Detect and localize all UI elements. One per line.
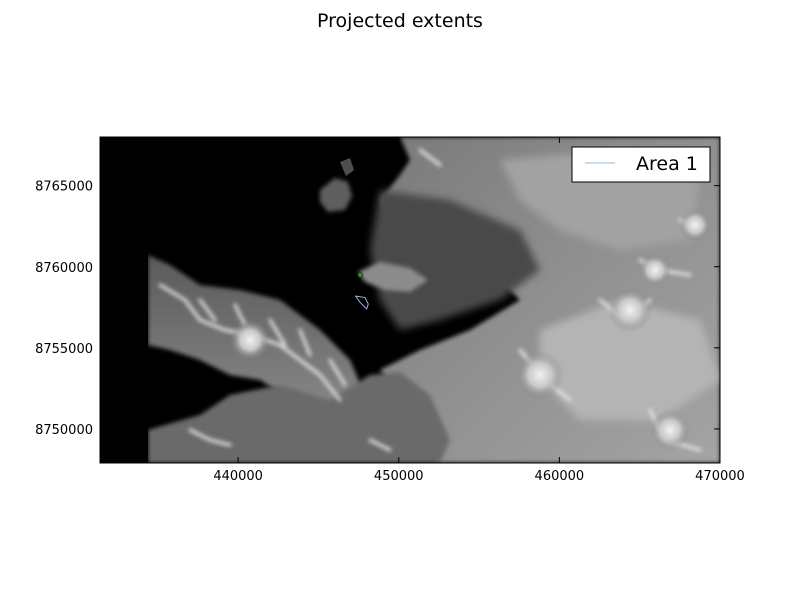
area-1-outline [354, 295, 369, 310]
x-tick-label: 460000 [535, 469, 585, 484]
y-tick-label: 8755000 [35, 342, 93, 357]
x-axis: 440000 450000 460000 470000 [213, 137, 745, 484]
x-tick-label: 470000 [695, 469, 745, 484]
legend-box [571, 146, 711, 183]
y-tick-label: 8765000 [35, 180, 93, 195]
legend-label-area-1: Area 1 [636, 153, 698, 175]
y-tick-label: 8750000 [35, 423, 93, 438]
elevation-raster [100, 137, 720, 463]
plot-frame [99, 136, 721, 464]
chart-title: Projected extents [317, 10, 483, 32]
x-tick-label: 450000 [374, 469, 424, 484]
point-marker [357, 272, 363, 278]
series-layer [354, 272, 369, 310]
x-tick-label: 440000 [213, 469, 263, 484]
y-axis: 8750000 8755000 8760000 8765000 [35, 180, 720, 438]
legend: Area 1 [571, 146, 711, 183]
y-tick-label: 8760000 [35, 261, 93, 276]
